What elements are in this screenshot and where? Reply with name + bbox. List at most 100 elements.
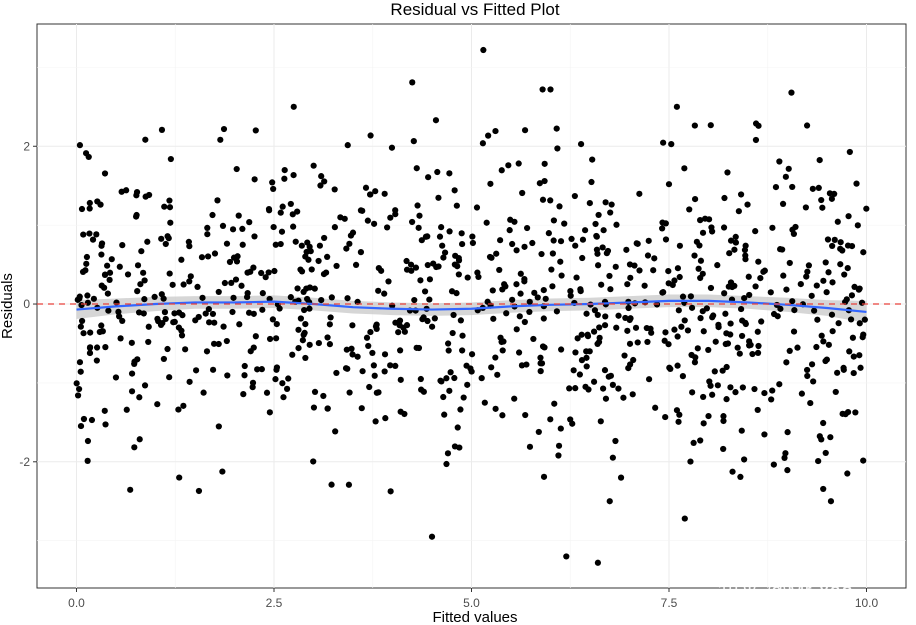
data-point — [306, 284, 314, 291]
data-point — [539, 196, 547, 203]
data-point — [566, 385, 573, 392]
data-point — [723, 330, 730, 337]
data-point — [513, 326, 520, 333]
data-point — [803, 122, 811, 129]
data-point — [459, 332, 466, 339]
data-point — [373, 389, 380, 396]
data-point — [224, 372, 231, 379]
data-point — [832, 388, 839, 396]
data-point — [326, 321, 333, 328]
data-point — [741, 294, 748, 302]
data-point — [451, 374, 458, 382]
data-point — [178, 332, 186, 339]
y-tick-label: 2 — [23, 139, 30, 153]
data-point — [436, 233, 444, 240]
data-point — [93, 344, 101, 351]
data-point — [854, 222, 861, 229]
data-point — [469, 233, 476, 240]
data-point — [418, 386, 425, 393]
y-axis-label: Residuals — [0, 273, 16, 339]
data-point — [159, 319, 166, 327]
data-point — [804, 366, 811, 374]
data-point — [822, 449, 829, 457]
data-point — [790, 328, 798, 335]
data-point — [281, 167, 288, 174]
data-point — [622, 314, 629, 322]
data-point — [827, 434, 834, 441]
data-point — [577, 141, 585, 148]
data-point — [738, 332, 746, 340]
data-point — [345, 481, 353, 488]
data-point — [820, 277, 827, 284]
data-point — [630, 356, 637, 364]
data-point — [687, 458, 694, 465]
data-point — [772, 184, 780, 191]
data-point — [158, 235, 165, 242]
data-point — [674, 265, 682, 272]
data-point — [839, 247, 846, 254]
data-point — [445, 347, 452, 354]
data-point — [324, 253, 331, 261]
data-point — [644, 252, 652, 259]
data-point — [392, 211, 399, 218]
data-point — [645, 237, 652, 244]
data-point — [419, 316, 426, 323]
data-point — [612, 437, 619, 445]
data-point — [366, 383, 373, 391]
data-point — [362, 184, 370, 191]
data-point — [723, 396, 730, 403]
data-point — [676, 411, 683, 418]
data-point — [627, 361, 634, 368]
data-point — [515, 160, 522, 167]
data-point — [270, 185, 277, 193]
data-point — [344, 295, 351, 302]
data-point — [768, 396, 775, 403]
data-point — [98, 251, 105, 258]
data-point — [583, 310, 590, 317]
data-point — [99, 328, 106, 335]
data-point — [782, 450, 789, 457]
data-point — [612, 263, 619, 270]
data-point — [828, 311, 836, 318]
data-point — [825, 269, 832, 276]
data-point — [102, 344, 109, 351]
data-point — [738, 305, 745, 313]
data-point — [388, 144, 396, 151]
data-point — [131, 358, 138, 365]
data-point — [215, 423, 222, 430]
data-point — [737, 473, 744, 480]
data-point — [690, 439, 697, 446]
data-point — [521, 243, 528, 250]
data-point — [834, 369, 841, 376]
data-point — [613, 221, 620, 228]
data-point — [459, 240, 466, 248]
data-point — [494, 371, 501, 378]
data-point — [804, 372, 811, 380]
data-point — [632, 324, 640, 331]
data-point — [534, 294, 541, 301]
data-point — [87, 329, 94, 336]
data-point — [598, 281, 605, 288]
data-point — [77, 422, 85, 430]
data-point — [846, 148, 853, 156]
data-point — [295, 345, 302, 352]
data-point — [367, 191, 374, 198]
data-point — [171, 310, 178, 317]
data-point — [861, 316, 868, 323]
x-tick-label: 2.5 — [266, 596, 283, 610]
data-point — [211, 250, 219, 257]
data-point — [786, 347, 793, 354]
data-point — [513, 247, 520, 254]
data-point — [266, 335, 274, 343]
data-point — [659, 219, 666, 226]
data-point — [382, 415, 389, 422]
data-point — [192, 317, 199, 324]
data-point — [746, 291, 753, 299]
data-point — [583, 354, 590, 361]
data-point — [819, 204, 826, 211]
data-point — [607, 286, 614, 293]
data-point — [262, 274, 269, 281]
data-point — [133, 211, 140, 219]
data-point — [101, 170, 109, 177]
data-point — [444, 450, 452, 457]
